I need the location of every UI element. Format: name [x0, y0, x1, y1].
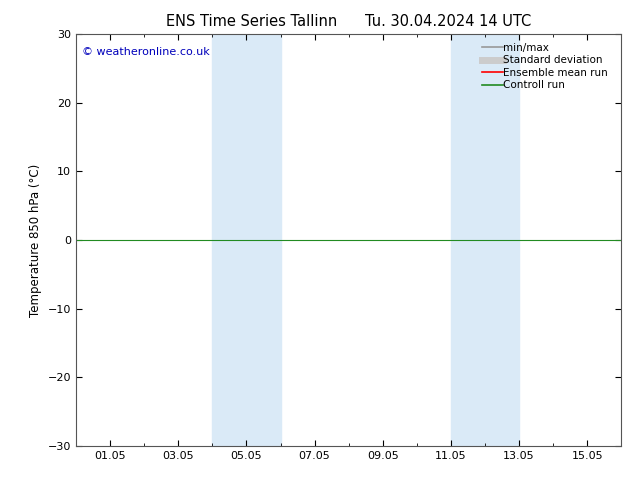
- Bar: [212, 34, 280, 446]
- Text: © weatheronline.co.uk: © weatheronline.co.uk: [82, 47, 209, 57]
- Y-axis label: Temperature 850 hPa (°C): Temperature 850 hPa (°C): [29, 164, 42, 317]
- Legend: min/max, Standard deviation, Ensemble mean run, Controll run: min/max, Standard deviation, Ensemble me…: [478, 39, 617, 95]
- Bar: [451, 34, 519, 446]
- Title: ENS Time Series Tallinn      Tu. 30.04.2024 14 UTC: ENS Time Series Tallinn Tu. 30.04.2024 1…: [166, 14, 531, 29]
